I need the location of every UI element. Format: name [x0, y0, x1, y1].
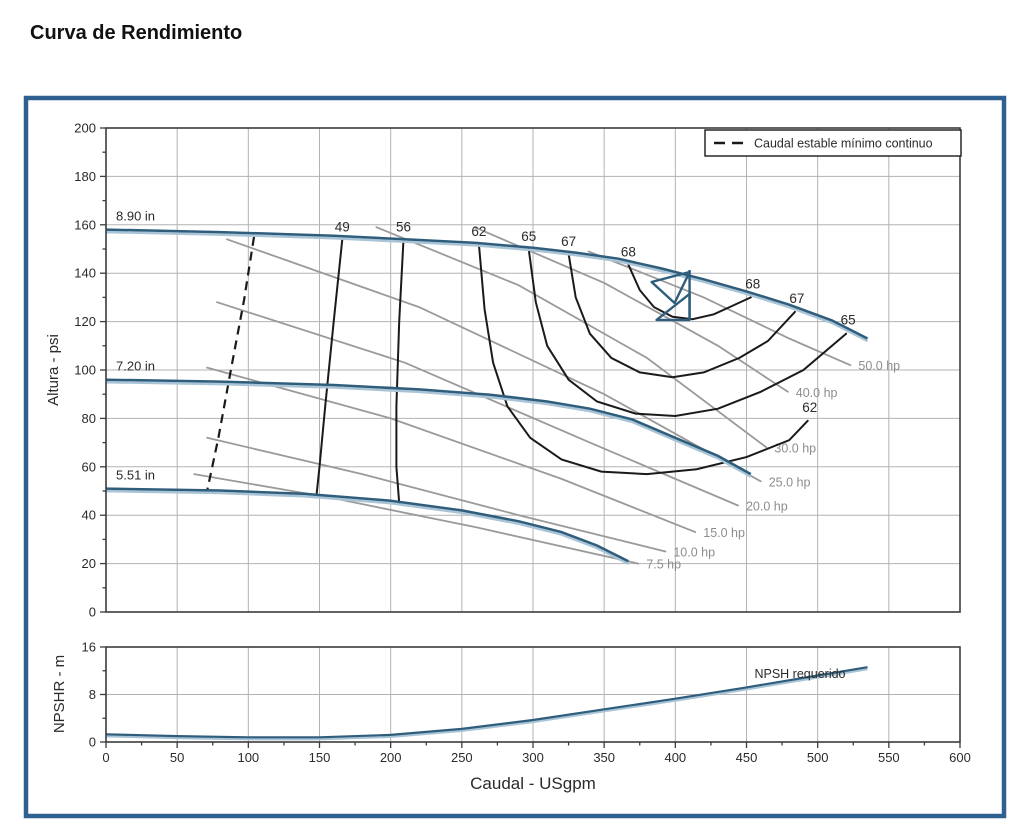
efficiency-label: 68 — [621, 245, 636, 260]
npsh-y-tick-label: 16 — [82, 640, 96, 655]
impeller-curve — [105, 378, 752, 476]
x-tick-label: 550 — [878, 750, 900, 765]
impeller-curve-shadow — [105, 380, 752, 478]
y-tick-label: 180 — [74, 169, 96, 184]
x-tick-label: 350 — [593, 750, 615, 765]
efficiency-label: 67 — [789, 291, 804, 306]
y-axis-title: Altura - psi — [45, 334, 62, 406]
impeller-diameter-label: 8.90 in — [116, 209, 155, 224]
efficiency-label: 56 — [396, 219, 411, 234]
power-line — [206, 436, 667, 553]
efficiency-contour — [567, 252, 796, 379]
x-tick-label: 200 — [380, 750, 402, 765]
y-tick-label: 40 — [82, 508, 96, 523]
x-tick-label: 500 — [807, 750, 829, 765]
y-tick-label: 160 — [74, 217, 96, 232]
duty-point-marker — [650, 269, 691, 322]
duty-marker-triangle-upper — [650, 270, 691, 305]
npsh-y-tick-label: 0 — [89, 735, 96, 750]
power-line — [206, 366, 697, 533]
efficiency-label: 65 — [521, 229, 536, 244]
efficiency-label: 49 — [335, 219, 350, 234]
power-label: 20.0 hp — [746, 500, 788, 514]
y-tick-label: 120 — [74, 314, 96, 329]
power-line — [375, 226, 768, 449]
npsh-curve-group: NPSH requerido — [105, 666, 868, 741]
efficiency-label: 67 — [561, 234, 576, 249]
y-tick-label: 80 — [82, 411, 96, 426]
impeller-curve — [105, 228, 869, 340]
legend: Caudal estable mínimo continuo — [704, 129, 962, 157]
impeller-curve-shadow — [105, 489, 629, 565]
npsh-y-axis-title: NPSHR - m — [51, 655, 68, 733]
x-tick-label: 150 — [309, 750, 331, 765]
power-label: 10.0 hp — [673, 546, 715, 560]
x-tick-label: 50 — [170, 750, 184, 765]
efficiency-label: 68 — [745, 276, 760, 291]
impeller-diameter-label: 5.51 in — [116, 468, 155, 483]
efficiency-contours: 49 56 62 62 65 65 67 67 68 68 — [315, 219, 856, 505]
npsh-curve — [105, 666, 868, 739]
npsh-curve-shadow — [105, 668, 868, 741]
impeller-curve-shadow — [105, 230, 869, 343]
outer-frame-border — [23, 95, 1007, 819]
efficiency-label: 65 — [841, 313, 856, 328]
impeller-curves: 8.90 in 7.20 in 5.51 in — [105, 209, 869, 565]
power-label: 30.0 hp — [774, 441, 816, 455]
page-title: Curva de Rendimiento — [30, 22, 243, 44]
y-tick-label: 0 — [89, 605, 96, 620]
power-line — [216, 301, 739, 507]
x-tick-label: 400 — [664, 750, 686, 765]
min-flow-dashed-line — [206, 236, 256, 492]
y-tick-label: 20 — [82, 556, 96, 571]
y-tick-label: 140 — [74, 266, 96, 281]
power-line — [473, 226, 789, 393]
efficiency-contour — [527, 248, 848, 418]
y-tick-label: 60 — [82, 459, 96, 474]
efficiency-contour — [627, 263, 752, 321]
y-tick-label: 200 — [74, 121, 96, 136]
x-tick-label: 300 — [522, 750, 544, 765]
efficiency-contour — [477, 243, 809, 476]
power-label: 40.0 hp — [796, 386, 838, 400]
x-tick-label: 450 — [736, 750, 758, 765]
power-line — [587, 250, 852, 367]
impeller-curve — [105, 487, 629, 563]
efficiency-label: 62 — [802, 400, 817, 415]
duty-marker-triangle-lower — [655, 292, 691, 322]
power-label: 15.0 hp — [703, 526, 745, 540]
power-line — [193, 473, 640, 565]
y-tick-label: 100 — [74, 363, 96, 378]
power-label: 25.0 hp — [769, 475, 811, 489]
x-tick-label: 600 — [949, 750, 971, 765]
legend-label: Caudal estable mínimo continuo — [754, 137, 933, 151]
npsh-annotation: NPSH requerido — [754, 667, 845, 681]
efficiency-contour — [395, 238, 405, 505]
efficiency-label: 62 — [471, 224, 486, 239]
x-tick-label: 250 — [451, 750, 473, 765]
power-line — [226, 238, 762, 483]
grid-lines — [105, 127, 961, 743]
power-label: 50.0 hp — [858, 359, 900, 373]
x-tick-label: 100 — [237, 750, 259, 765]
power-label: 7.5 hp — [646, 558, 681, 572]
efficiency-contour — [315, 238, 344, 495]
x-tick-label: 0 — [102, 750, 109, 765]
x-axis-title: Caudal - USgpm — [470, 774, 596, 793]
impeller-diameter-label: 7.20 in — [116, 359, 155, 374]
npsh-y-tick-label: 8 — [89, 687, 96, 702]
legend-box — [704, 129, 962, 157]
